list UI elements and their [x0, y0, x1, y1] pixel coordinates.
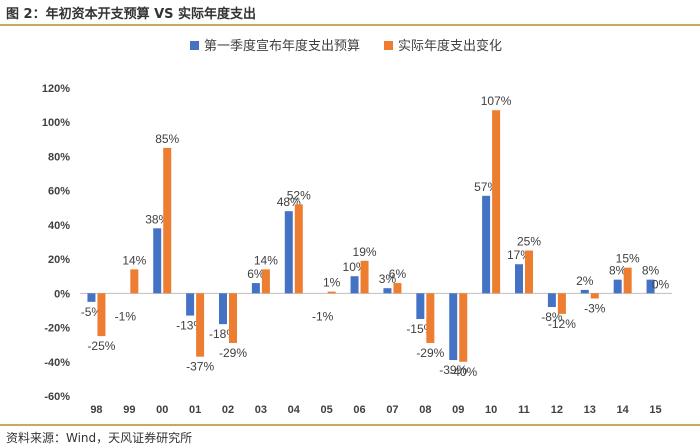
x-tick-label-02: 02 [222, 404, 234, 416]
data-label-s1-13: 2% [576, 274, 594, 288]
bar-s2-13 [590, 293, 599, 299]
x-tick-label-11: 11 [518, 404, 530, 416]
bar-s2-14 [623, 267, 632, 294]
x-tick-label-06: 06 [353, 404, 365, 416]
x-tick-label-09: 09 [452, 404, 464, 416]
legend-swatch-2 [384, 41, 393, 50]
data-label-s2-14: 15% [616, 252, 640, 266]
x-tick-label-99: 99 [123, 404, 135, 416]
legend-label-1: 第一季度宣布年度支出预算 [204, 38, 360, 54]
source-note: 资料来源：Wind，天风证券研究所 [6, 431, 193, 445]
data-label-s1-09: -39% [439, 363, 467, 377]
x-tick-label-07: 07 [386, 404, 398, 416]
bar-s2-12 [557, 293, 566, 314]
legend-label-2: 实际年度支出变化 [398, 38, 502, 54]
bar-s2-98 [97, 293, 106, 337]
data-label-s2-98: -25% [87, 339, 115, 353]
bar-s2-10 [492, 110, 501, 294]
data-label-s1-15: 8% [642, 264, 660, 278]
bar-s2-11 [525, 250, 533, 294]
bar-s1-02 [219, 293, 227, 325]
data-label-s2-08: -29% [416, 346, 444, 360]
x-tick-label-00: 00 [156, 404, 168, 416]
bar-s2-09 [459, 293, 468, 362]
bar-s1-09 [449, 293, 458, 361]
y-tick-label: -20% [44, 323, 70, 335]
x-tick-label-15: 15 [649, 404, 661, 416]
x-tick-label-08: 08 [419, 404, 431, 416]
title-bar: 图 2：年初资本开支预算 VS 实际年度支出 [0, 0, 700, 26]
y-tick-label: 40% [48, 220, 70, 232]
bar-s1-11 [515, 264, 523, 294]
data-label-s2-05: 1% [323, 276, 341, 290]
bar-s1-98 [87, 293, 96, 302]
x-tick-label-05: 05 [321, 404, 333, 416]
x-tick-label-98: 98 [90, 404, 102, 416]
figure-title: 图 2：年初资本开支预算 VS 实际年度支出 [6, 7, 257, 22]
data-label-s1-07: 3% [379, 272, 397, 286]
data-label-s2-09: -40% [449, 365, 477, 379]
extra-label-99: -1% [115, 309, 137, 323]
bar-s1-06 [350, 276, 359, 294]
bar-s1-08 [416, 293, 425, 319]
bar-s1-04 [284, 211, 293, 294]
data-label-s2-99: 14% [122, 253, 146, 267]
bar-s2-04 [294, 204, 303, 294]
data-label-s1-03: 6% [247, 267, 265, 281]
extra-label-05: -1% [312, 309, 334, 323]
x-tick-label-14: 14 [617, 404, 630, 416]
data-label-s2-03: 14% [254, 253, 278, 267]
data-label-s2-10: 107% [481, 94, 512, 108]
bar-s1-03 [251, 283, 260, 294]
data-label-s1-14: 8% [609, 264, 627, 278]
bar-s2-99 [130, 269, 139, 294]
x-tick-label-01: 01 [189, 404, 201, 416]
x-tick-label-13: 13 [584, 404, 596, 416]
data-label-s2-07: 6% [389, 267, 407, 281]
data-label-s2-11: 25% [517, 235, 541, 249]
bar-s2-02 [229, 293, 237, 343]
bar-s1-07 [383, 288, 392, 294]
bar-s1-10 [482, 195, 491, 294]
y-tick-label: 100% [42, 117, 70, 129]
y-tick-label: 20% [48, 254, 70, 266]
x-tick-label-10: 10 [485, 404, 497, 416]
source-bar: 资料来源：Wind，天风证券研究所 [0, 424, 700, 448]
y-tick-label: -40% [44, 357, 70, 369]
bar-s2-07 [393, 283, 402, 294]
bar-s2-03 [261, 269, 270, 294]
legend-swatch-1 [190, 41, 199, 50]
bar-s1-01 [186, 293, 195, 316]
data-label-s2-06: 19% [353, 245, 377, 259]
y-tick-label: 0% [54, 288, 70, 300]
bar-s2-05 [327, 291, 336, 294]
bar-s1-12 [547, 293, 556, 308]
bar-s2-01 [196, 293, 205, 357]
data-label-s2-04: 52% [287, 188, 311, 202]
data-label-s2-01: -37% [186, 360, 214, 374]
x-tick-label-03: 03 [255, 404, 267, 416]
x-tick-label-12: 12 [551, 404, 563, 416]
y-tick-label: -60% [44, 391, 70, 403]
data-label-s2-02: -29% [219, 346, 247, 360]
y-tick-label: 80% [48, 151, 70, 163]
bar-s1-00 [153, 228, 162, 294]
y-tick-label: 60% [48, 186, 70, 198]
bar-s2-06 [360, 260, 369, 294]
data-label-s1-98: -5% [81, 305, 103, 319]
data-label-s2-13: -3% [584, 301, 606, 315]
x-tick-label-04: 04 [288, 404, 301, 416]
bar-s2-08 [426, 293, 435, 343]
data-label-s1-12: -8% [541, 310, 563, 324]
bar-s1-14 [613, 279, 622, 294]
bar-s1-15 [646, 279, 655, 294]
bar-s1-13 [580, 289, 589, 294]
data-label-s2-00: 85% [155, 132, 179, 146]
data-label-s2-12: -12% [548, 317, 576, 331]
data-label-s2-15: 0% [652, 277, 670, 291]
bar-s2-00 [163, 147, 172, 294]
y-tick-label: 120% [42, 83, 70, 95]
